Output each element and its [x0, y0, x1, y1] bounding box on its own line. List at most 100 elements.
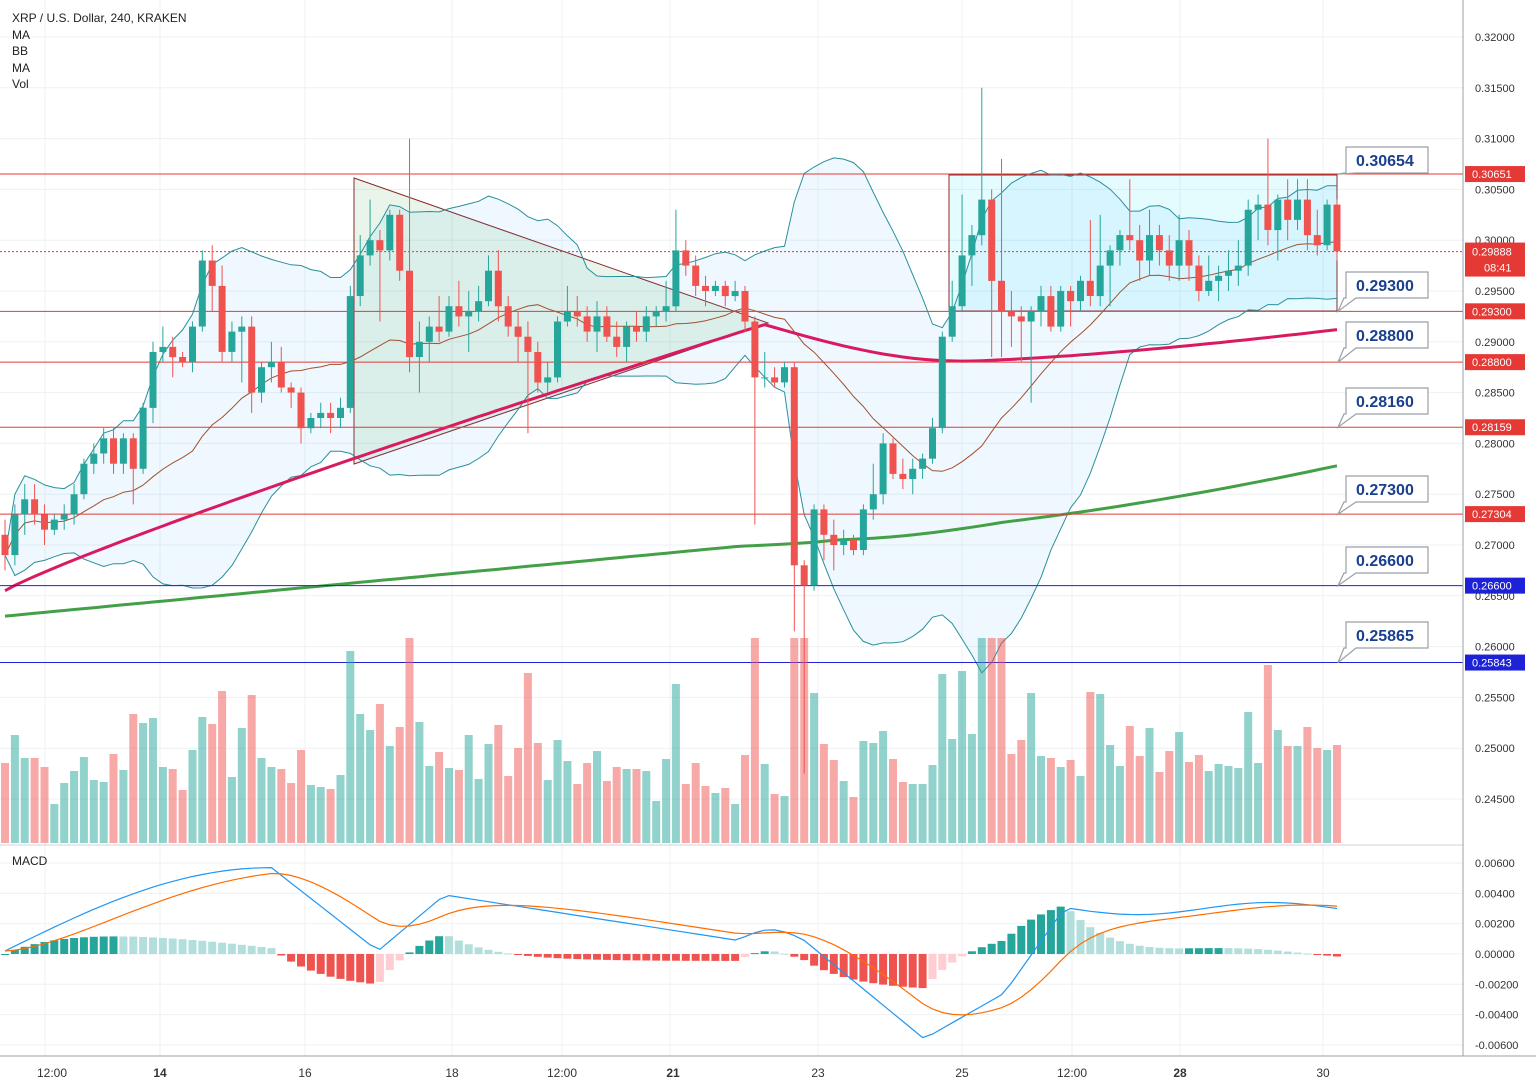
candle-body[interactable] [909, 468, 917, 479]
level-price-tag[interactable] [1465, 303, 1525, 320]
symbol-title[interactable]: XRP / U.S. Dollar, 240, KRAKEN [12, 11, 187, 25]
level-price-tag[interactable] [1465, 577, 1525, 594]
candle-body[interactable] [682, 250, 690, 266]
fast-moving-average-line[interactable] [4, 323, 1338, 593]
candle-body[interactable] [189, 326, 196, 363]
candle-body[interactable] [1007, 311, 1015, 317]
candle-body[interactable] [603, 316, 611, 337]
candle-body[interactable] [1165, 250, 1173, 266]
level-callout[interactable]: 0.27300 [1336, 475, 1429, 516]
candle-body[interactable] [1155, 235, 1163, 251]
candle-body[interactable] [1234, 265, 1242, 271]
candle-body[interactable] [1294, 199, 1301, 220]
candle-body[interactable] [948, 306, 956, 337]
candle-body[interactable] [1136, 240, 1144, 261]
candle-body[interactable] [287, 387, 295, 393]
candle-body[interactable] [1116, 235, 1124, 251]
candle-body[interactable] [1047, 296, 1055, 327]
triangle-pattern-shape[interactable] [353, 177, 770, 465]
candle-body[interactable] [1, 534, 9, 556]
candle-body[interactable] [731, 291, 739, 297]
candle-body[interactable] [1096, 265, 1104, 297]
candle-body[interactable] [258, 367, 265, 393]
candle-body[interactable] [297, 392, 305, 429]
candle-body[interactable] [820, 509, 828, 535]
price-axis[interactable]: 0.320000.315000.310000.305000.300000.295… [1475, 32, 1515, 806]
candle-body[interactable] [277, 362, 285, 388]
candle-body[interactable] [1017, 316, 1025, 322]
candle-body[interactable] [90, 453, 98, 464]
candle-body[interactable] [435, 326, 443, 332]
candle-body[interactable] [662, 306, 670, 312]
candle-body[interactable] [198, 260, 206, 327]
candle-body[interactable] [208, 260, 216, 286]
candle-body[interactable] [998, 280, 1005, 312]
candle-body[interactable] [524, 336, 532, 352]
candle-body[interactable] [1264, 204, 1272, 230]
candle-body[interactable] [1086, 280, 1094, 296]
candle-body[interactable] [248, 326, 256, 393]
candle-body[interactable] [1313, 235, 1321, 246]
candle-body[interactable] [1077, 280, 1084, 302]
candle-body[interactable] [149, 352, 157, 408]
candle-body[interactable] [159, 346, 167, 352]
candle-body[interactable] [179, 357, 187, 363]
candle-body[interactable] [228, 331, 236, 352]
candle-body[interactable] [11, 514, 19, 556]
candle-body[interactable] [1215, 275, 1223, 281]
candle-body[interactable] [110, 438, 117, 464]
candle-body[interactable] [978, 199, 986, 236]
level-price-tag[interactable] [1465, 506, 1525, 523]
candle-body[interactable] [919, 458, 927, 469]
candle-body[interactable] [169, 346, 177, 358]
bollinger-basis-line[interactable] [4, 241, 1338, 556]
level-callout[interactable]: 0.28160 [1336, 387, 1429, 430]
candle-body[interactable] [485, 270, 492, 302]
candle-body[interactable] [1274, 199, 1282, 231]
candle-body[interactable] [593, 316, 601, 332]
candle-body[interactable] [800, 565, 808, 586]
candle-body[interactable] [929, 428, 936, 459]
candle-body[interactable] [346, 296, 354, 408]
candle-body[interactable] [781, 367, 788, 383]
level-callout[interactable]: 0.26600 [1336, 546, 1429, 588]
candle-body[interactable] [958, 255, 966, 307]
candle-body[interactable] [840, 539, 848, 545]
candle-body[interactable] [1067, 291, 1075, 302]
candle-body[interactable] [652, 311, 660, 317]
candle-body[interactable] [534, 352, 542, 383]
candle-body[interactable] [711, 285, 719, 291]
candle-body[interactable] [1146, 235, 1153, 261]
candle-body[interactable] [376, 240, 384, 251]
candle-body[interactable] [1057, 291, 1065, 327]
level-callout[interactable]: 0.30654 [1337, 146, 1429, 175]
candle-body[interactable] [1205, 280, 1213, 291]
candle-body[interactable] [899, 473, 907, 479]
candle-body[interactable] [672, 250, 680, 307]
candle-body[interactable] [1185, 240, 1193, 266]
candle-body[interactable] [563, 311, 571, 322]
candle-body[interactable] [267, 362, 275, 368]
bollinger-lower-line[interactable] [4, 297, 1338, 674]
candle-body[interactable] [771, 377, 779, 383]
candle-body[interactable] [31, 499, 39, 515]
bollinger-upper-line[interactable] [4, 157, 1337, 556]
indicator-ma-2[interactable]: MA [12, 60, 30, 75]
candle-body[interactable] [80, 463, 88, 495]
candle-body[interactable] [613, 336, 621, 347]
candle-body[interactable] [869, 494, 877, 510]
candle-body[interactable] [129, 438, 137, 469]
candle-body[interactable] [859, 509, 867, 550]
candle-body[interactable] [238, 326, 246, 332]
indicator-ma-1[interactable]: MA [12, 27, 30, 42]
candle-body[interactable] [988, 199, 996, 281]
level-callout[interactable]: 0.25865 [1337, 621, 1429, 664]
candle-body[interactable] [1037, 296, 1045, 312]
candle-body[interactable] [761, 377, 769, 379]
candle-body[interactable] [1323, 204, 1331, 246]
candle-body[interactable] [968, 235, 976, 256]
candle-body[interactable] [119, 438, 127, 464]
candle-body[interactable] [396, 214, 404, 271]
candle-body[interactable] [721, 285, 729, 297]
